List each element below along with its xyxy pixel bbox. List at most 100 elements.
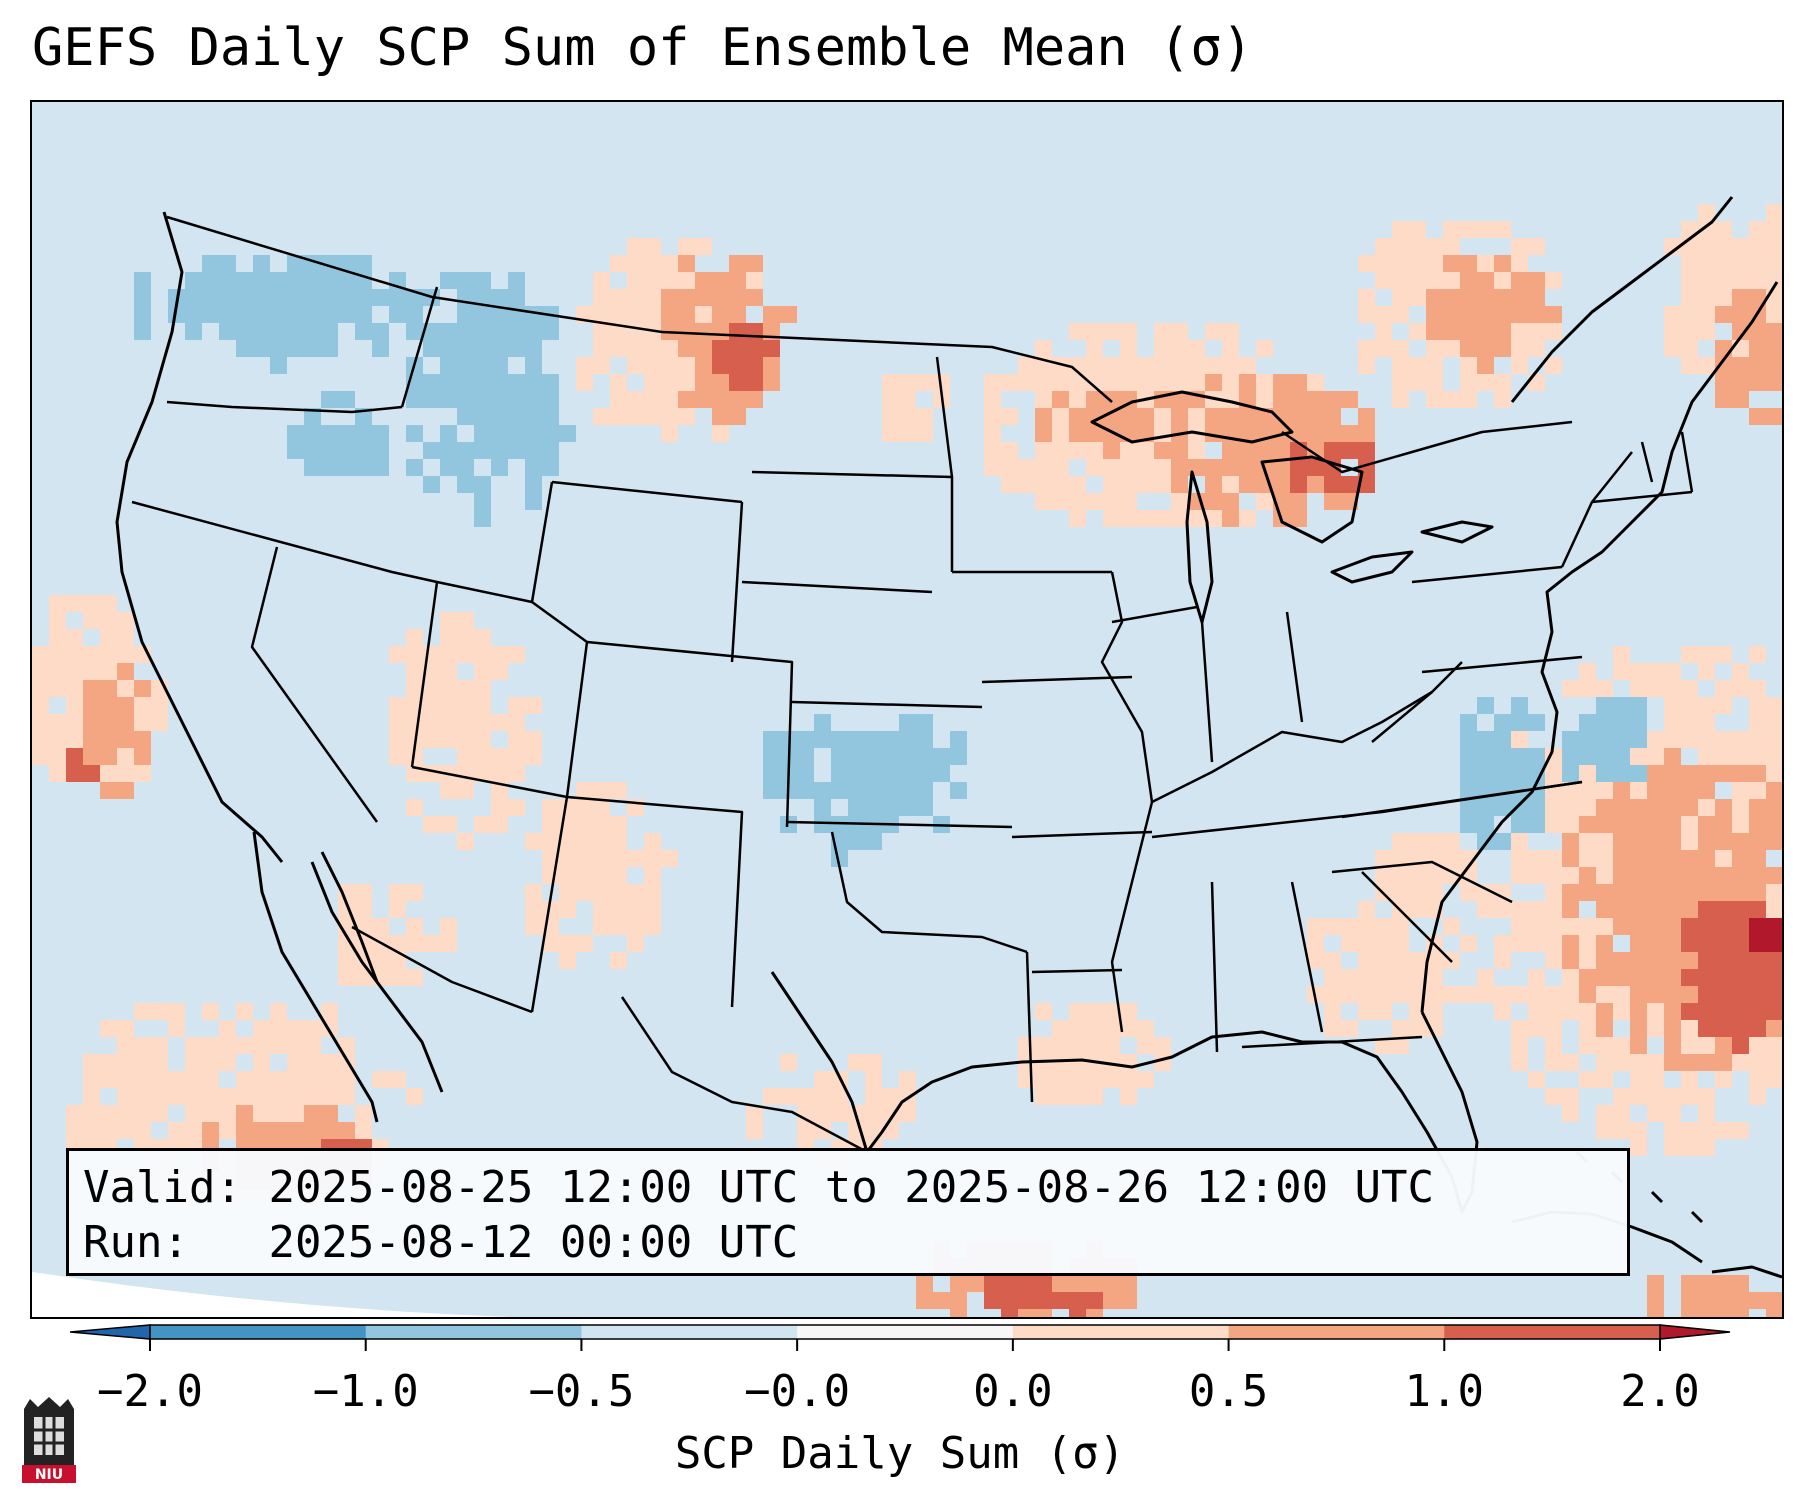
anomaly-cell	[644, 357, 661, 374]
anomaly-cell	[1103, 1037, 1120, 1054]
anomaly-cell	[1715, 391, 1732, 408]
anomaly-cell	[610, 816, 627, 833]
anomaly-cell	[1647, 1275, 1664, 1292]
anomaly-cell	[1460, 799, 1477, 816]
anomaly-cell	[916, 1275, 933, 1292]
anomaly-cell	[831, 1088, 848, 1105]
anomaly-cell	[1222, 374, 1239, 391]
anomaly-cell	[899, 748, 916, 765]
anomaly-cell	[1647, 833, 1664, 850]
in-oh-border	[1285, 611, 1304, 723]
anomaly-cell	[168, 1088, 185, 1105]
anomaly-cell	[695, 357, 712, 374]
anomaly-cell	[474, 289, 491, 306]
anomaly-cell	[746, 255, 763, 272]
anomaly-cell	[1647, 1088, 1664, 1105]
anomaly-cell	[525, 459, 542, 476]
anomaly-cell	[1698, 1139, 1715, 1156]
anomaly-cell	[1732, 374, 1749, 391]
anomaly-cell	[1460, 221, 1477, 238]
anomaly-cell	[1188, 374, 1205, 391]
anomaly-cell	[474, 340, 491, 357]
anomaly-cell	[1596, 765, 1613, 782]
anomaly-cell	[1052, 1275, 1069, 1292]
anomaly-cell	[1562, 833, 1579, 850]
anomaly-cell	[1443, 833, 1460, 850]
anomaly-cell	[1528, 799, 1545, 816]
anomaly-cell	[1171, 493, 1188, 510]
anomaly-cell	[491, 442, 508, 459]
anomaly-cell	[66, 646, 83, 663]
anomaly-cell	[1103, 1292, 1120, 1309]
anomaly-cell	[1596, 952, 1613, 969]
anomaly-cell	[406, 680, 423, 697]
anomaly-cell	[576, 782, 593, 799]
anomaly-cell	[1681, 799, 1698, 816]
anomaly-cell	[1069, 374, 1086, 391]
anomaly-cell	[899, 1071, 916, 1088]
anomaly-cell	[1545, 1054, 1562, 1071]
anomaly-cell	[644, 238, 661, 255]
anomaly-cell	[1545, 1088, 1562, 1105]
anomaly-cell	[1732, 867, 1749, 884]
anomaly-cell	[474, 272, 491, 289]
anomaly-cell	[916, 748, 933, 765]
anomaly-cell	[1188, 442, 1205, 459]
anomaly-cell	[1035, 1088, 1052, 1105]
anomaly-cell	[1647, 850, 1664, 867]
anomaly-cell	[1732, 663, 1749, 680]
anomaly-cell	[1460, 323, 1477, 340]
anomaly-cell	[1120, 1275, 1137, 1292]
anomaly-cell	[1494, 748, 1511, 765]
anomaly-cell	[202, 1054, 219, 1071]
anomaly-cell	[474, 493, 491, 510]
anomaly-cell	[576, 833, 593, 850]
anomaly-cell	[1324, 408, 1341, 425]
anomaly-cell	[1596, 782, 1613, 799]
anomaly-cell	[355, 255, 372, 272]
anomaly-cell	[695, 238, 712, 255]
anomaly-cell	[1664, 1003, 1681, 1020]
nd-sd-border	[751, 470, 953, 479]
anomaly-cell	[491, 816, 508, 833]
anomaly-cell	[1103, 1275, 1120, 1292]
anomaly-cell	[1732, 731, 1749, 748]
anomaly-cell	[916, 799, 933, 816]
anomaly-cell	[678, 238, 695, 255]
anomaly-cell	[610, 782, 627, 799]
anomaly-cell	[1528, 850, 1545, 867]
anomaly-cell	[1749, 731, 1766, 748]
anomaly-cell	[1443, 850, 1460, 867]
anomaly-cell	[287, 306, 304, 323]
anomaly-cell	[1732, 238, 1749, 255]
anomaly-cell	[1273, 476, 1290, 493]
anomaly-cell	[440, 714, 457, 731]
anomaly-cell	[593, 867, 610, 884]
anomaly-cell	[1562, 1054, 1579, 1071]
anomaly-cell	[1069, 1003, 1086, 1020]
colorbar-bin	[365, 1325, 582, 1339]
anomaly-cell	[1528, 323, 1545, 340]
anomaly-cell	[491, 340, 508, 357]
anomaly-cell	[355, 901, 372, 918]
anomaly-cell	[1664, 663, 1681, 680]
anomaly-cell	[1001, 1275, 1018, 1292]
anomaly-cell	[1052, 1071, 1069, 1088]
anomaly-cell	[1664, 833, 1681, 850]
anomaly-cell	[338, 391, 355, 408]
anomaly-cell	[236, 1105, 253, 1122]
anomaly-cell	[338, 969, 355, 986]
anomaly-cell	[406, 1088, 423, 1105]
anomaly-cell	[236, 1037, 253, 1054]
anomaly-cell	[134, 1003, 151, 1020]
anomaly-cell	[763, 374, 780, 391]
anomaly-cell	[1511, 714, 1528, 731]
anomaly-cell	[1698, 1088, 1715, 1105]
anomaly-cell	[1681, 680, 1698, 697]
anomaly-cell	[304, 1122, 321, 1139]
anomaly-cell	[1392, 867, 1409, 884]
anomaly-cell	[916, 731, 933, 748]
anomaly-cell	[1001, 374, 1018, 391]
anomaly-cell	[576, 867, 593, 884]
anomaly-cell	[1664, 918, 1681, 935]
